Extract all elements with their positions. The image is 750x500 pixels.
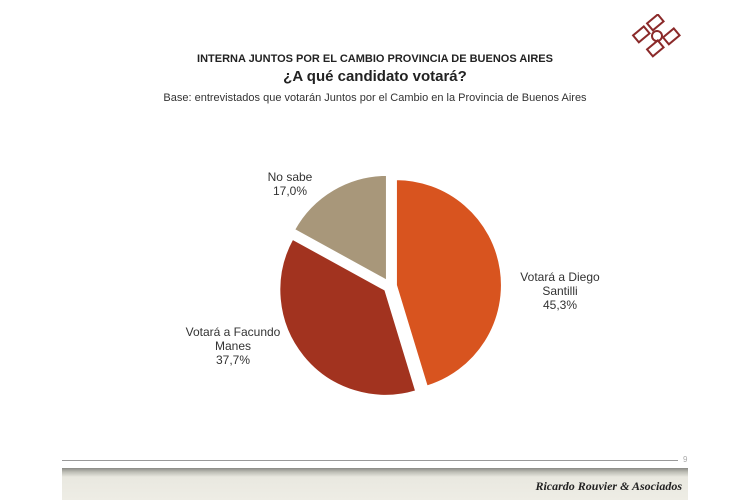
slice-label: Votará a Facundo Manes xyxy=(185,325,281,353)
label-no-sabe: No sabe 17,0% xyxy=(250,170,330,198)
page-number: 9 xyxy=(683,455,688,464)
footer-band: Ricardo Rouvier & Asociados xyxy=(62,468,688,500)
footer-brand: Ricardo Rouvier & Asociados xyxy=(535,479,682,493)
slice-manes xyxy=(278,237,418,397)
slice-santilli xyxy=(394,178,503,388)
slice-label: No sabe xyxy=(267,170,313,184)
slice-no-sabe xyxy=(292,173,388,283)
slice-value: 37,7% xyxy=(215,353,251,367)
chart-supertitle: INTERNA JUNTOS POR EL CAMBIO PROVINCIA D… xyxy=(197,53,553,65)
label-santilli: Votará a Diego Santilli 45,3% xyxy=(505,270,615,312)
slice-value: 17,0% xyxy=(272,184,308,198)
chart-subtitle: Base: entrevistados que votarán Juntos p… xyxy=(163,92,587,104)
label-manes: Votará a Facundo Manes 37,7% xyxy=(178,325,288,367)
chart-title: ¿A qué candidato votará? xyxy=(283,68,467,85)
footer-divider xyxy=(62,460,678,461)
slice-value: 45,3% xyxy=(542,298,578,312)
slice-label: Votará a Diego Santilli xyxy=(520,270,600,298)
company-logo-icon xyxy=(631,14,681,58)
